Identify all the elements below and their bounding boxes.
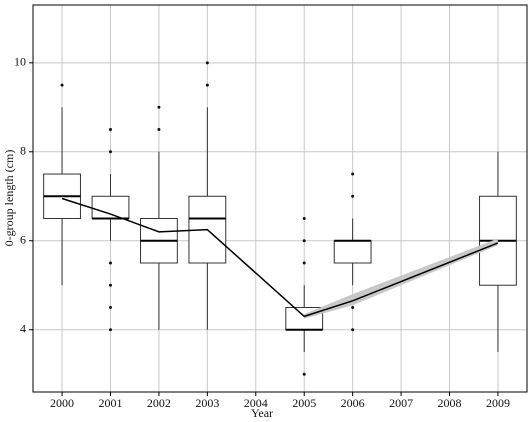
outlier [108,128,112,132]
outlier [205,61,209,65]
x-tick-label: 2002 [147,396,171,410]
x-tick-label: 2007 [389,396,413,410]
x-tick-label: 2009 [486,396,510,410]
trend-line [61,197,499,318]
outlier [108,261,112,265]
outlier [108,150,112,154]
outlier [302,217,306,221]
x-tick-label: 2004 [244,396,268,410]
outlier [351,305,355,309]
outlier [302,372,306,376]
y-tick-label: 8 [20,144,26,158]
x-tick-label: 2006 [341,396,365,410]
box [91,195,130,220]
outlier [108,283,112,287]
outlier [302,261,306,265]
plot-frame [32,4,528,393]
box [333,240,372,264]
x-axis-title: Year [251,406,273,420]
x-tick-label: 2008 [438,396,462,410]
outlier [108,328,112,332]
outlier [60,83,64,87]
outlier [351,172,355,176]
x-tick-label: 2005 [292,396,316,410]
outlier [351,194,355,198]
y-tick-label: 6 [20,233,26,247]
outlier [351,328,355,332]
x-tick-label: 2000 [50,396,74,410]
y-tick-label: 4 [20,321,26,335]
outlier [157,128,161,132]
x-tick-label: 2001 [98,396,122,410]
y-tick-label: 10 [14,55,26,69]
outlier [205,83,209,87]
outlier [302,239,306,243]
y-axis-title: 0-group length (cm) [2,150,16,247]
x-tick-label: 2003 [195,396,219,410]
confidence-band [304,238,498,319]
outlier [157,105,161,109]
outlier [108,305,112,309]
